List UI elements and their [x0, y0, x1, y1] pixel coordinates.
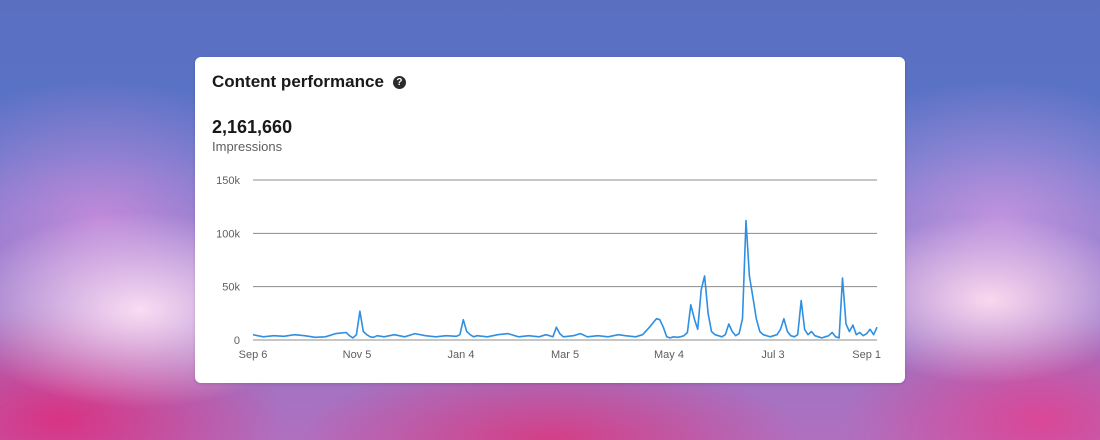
x-tick-label: Sep 1: [852, 349, 881, 361]
x-tick-label: Nov 5: [343, 349, 372, 361]
impressions-line-chart: 0 50k 100k 150k Sep 6 Nov 5 Jan 4 Mar 5 May 4 Jul…: [216, 175, 881, 361]
content-performance-card: Content performance ? 2,161,660 Impressi…: [195, 57, 905, 383]
question-circle-icon[interactable]: ?: [392, 75, 406, 89]
y-tick-label: 100k: [216, 228, 240, 240]
x-tick-label: Jan 4: [448, 349, 475, 361]
x-tick-label: Sep 6: [239, 349, 268, 361]
card-title-text: Content performance: [212, 72, 384, 91]
x-tick-label: Jul 3: [761, 349, 784, 361]
y-tick-label: 150k: [216, 175, 240, 187]
card-title: Content performance ?: [212, 72, 406, 92]
impressions-series-line: [252, 219, 878, 339]
impressions-total: 2,161,660: [212, 117, 293, 137]
x-tick-label: May 4: [654, 349, 684, 361]
x-tick-label: Mar 5: [551, 349, 579, 361]
y-tick-label: 50k: [222, 282, 240, 294]
y-tick-label: 0: [234, 335, 240, 347]
impressions-label: Impressions: [212, 139, 283, 154]
